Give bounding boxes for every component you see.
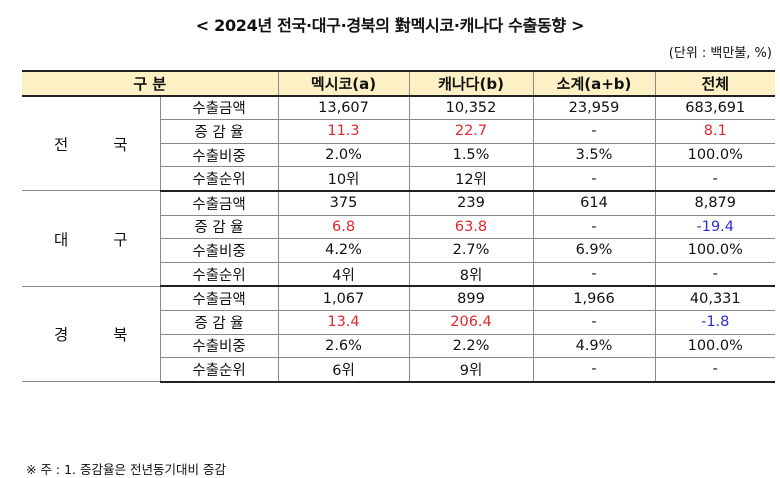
row-label: 수출순위 bbox=[159, 166, 279, 192]
value-cell: 1.5% bbox=[408, 142, 534, 168]
value-cell: 10위 bbox=[277, 166, 410, 192]
region-cell: 전 국 bbox=[22, 95, 161, 192]
row-label: 수출비중 bbox=[159, 142, 279, 168]
page-title: < 2024년 전국·대구·경북의 對멕시코·캐나다 수출동향 > bbox=[195, 16, 585, 35]
value-cell: 614 bbox=[532, 190, 656, 216]
value-cell: 9위 bbox=[408, 357, 534, 383]
value-cell: 375 bbox=[277, 190, 410, 216]
value-cell: - bbox=[532, 261, 656, 288]
table-row: 증 감 율 11.3 22.7-8.1 bbox=[22, 119, 776, 144]
value-cell: 6.8 bbox=[277, 214, 410, 240]
value-cell: 8,879 bbox=[654, 190, 776, 216]
value-cell: 683,691 bbox=[654, 95, 776, 121]
export-table: 구 분 멕시코(a) 캐나다(b) 소계(a+b) 전체 전 국 수출금액 13,6… bbox=[22, 70, 776, 383]
value-cell: - bbox=[532, 214, 656, 240]
value-cell: 4.2% bbox=[277, 238, 410, 263]
value-cell: 11.3 bbox=[277, 119, 410, 144]
table-row: 수출순위 10위 12위 - - bbox=[22, 166, 776, 192]
value-cell: 8.1 bbox=[654, 119, 776, 144]
table-row: 수출비중 2.0% 1.5% 3.5% 100.0% bbox=[22, 142, 776, 168]
value-cell: - bbox=[654, 166, 776, 192]
row-label: 증 감 율 bbox=[159, 214, 279, 240]
value-cell: 6위 bbox=[277, 357, 410, 383]
table-row: 수출순위 4위 8위 - - bbox=[22, 261, 776, 288]
row-label: 수출순위 bbox=[159, 357, 279, 383]
row-label: 수출금액 bbox=[159, 285, 279, 311]
value-cell: - bbox=[532, 166, 656, 192]
value-cell: 6.9% bbox=[532, 238, 656, 263]
value-cell: -1.8 bbox=[654, 309, 776, 335]
value-cell: 1,966 bbox=[532, 285, 656, 311]
value-cell: 1,067 bbox=[277, 285, 410, 311]
header-category: 구 분 bbox=[22, 70, 279, 97]
value-cell: 2.2% bbox=[408, 333, 534, 359]
value-cell: 8위 bbox=[408, 261, 534, 288]
value-cell: 2.6% bbox=[277, 333, 410, 359]
value-cell: -19.4 bbox=[654, 214, 776, 240]
row-label: 수출금액 bbox=[159, 95, 279, 121]
header-subtotal: 소계(a+b) bbox=[532, 70, 656, 97]
value-cell: 2.0% bbox=[277, 142, 410, 168]
value-cell: 40,331 bbox=[654, 285, 776, 311]
value-cell: 4위 bbox=[277, 261, 410, 288]
value-cell: 100.0% bbox=[654, 238, 776, 263]
table-row: 대 구 수출금액 375 239 614 8,879 bbox=[22, 190, 776, 287]
value-cell: 2.7% bbox=[408, 238, 534, 263]
value-cell: - bbox=[532, 119, 656, 144]
table-row: 전 국 수출금액 13,607 10,352 23,959 683,691 bbox=[22, 95, 776, 192]
region-cell: 대 구 bbox=[22, 190, 161, 287]
value-cell: 23,959 bbox=[532, 95, 656, 121]
header-total: 전체 bbox=[654, 70, 776, 97]
value-cell: 13,607 bbox=[277, 95, 410, 121]
value-cell: 13.4 bbox=[277, 309, 410, 335]
row-label: 수출비중 bbox=[159, 333, 279, 359]
value-cell: 4.9% bbox=[532, 333, 656, 359]
value-cell: 206.4 bbox=[408, 309, 534, 335]
value-cell: 100.0% bbox=[654, 333, 776, 359]
value-cell: - bbox=[532, 357, 656, 383]
row-label: 증 감 율 bbox=[159, 119, 279, 144]
region-cell: 경 북 bbox=[22, 285, 161, 383]
value-cell: 10,352 bbox=[408, 95, 534, 121]
value-cell: - bbox=[654, 357, 776, 383]
table-row: 수출순위 6위 9위 - - bbox=[22, 357, 776, 383]
row-label: 증 감 율 bbox=[159, 309, 279, 335]
table-row: 수출비중 2.6% 2.2% 4.9% 100.0% bbox=[22, 333, 776, 359]
value-cell: 239 bbox=[408, 190, 534, 216]
value-cell: 22.7 bbox=[408, 119, 534, 144]
row-label: 수출비중 bbox=[159, 238, 279, 263]
unit-label: (단위 : 백만불, %) bbox=[668, 46, 772, 61]
value-cell: 3.5% bbox=[532, 142, 656, 168]
value-cell: 899 bbox=[408, 285, 534, 311]
header-mexico: 멕시코(a) bbox=[277, 70, 410, 97]
value-cell: 63.8 bbox=[408, 214, 534, 240]
value-cell: 100.0% bbox=[654, 142, 776, 168]
table-row: 증 감 율 6.8 63.8- -19.4 bbox=[22, 214, 776, 240]
table-row: 경 북 수출금액 1,067 899 1,966 40,331 bbox=[22, 285, 776, 383]
row-label: 수출순위 bbox=[159, 261, 279, 288]
value-cell: - bbox=[532, 309, 656, 335]
footnote: ※ 주 : 1. 증감율은 전년동기대비 증감 bbox=[26, 462, 226, 477]
table-row: 증 감 율 13.4 206.4- -1.8 bbox=[22, 309, 776, 335]
header-row: 구 분 멕시코(a) 캐나다(b) 소계(a+b) 전체 bbox=[22, 70, 776, 97]
table-body: 전 국 수출금액 13,607 10,352 23,959 683,691 증 감 율 11.… bbox=[22, 95, 776, 383]
value-cell: - bbox=[654, 261, 776, 288]
row-label: 수출금액 bbox=[159, 190, 279, 216]
header-canada: 캐나다(b) bbox=[408, 70, 534, 97]
value-cell: 12위 bbox=[408, 166, 534, 192]
